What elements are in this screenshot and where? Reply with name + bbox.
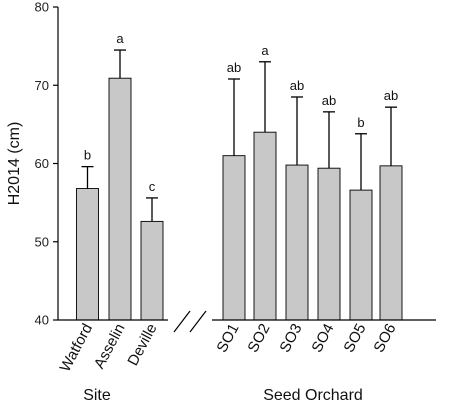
x-tick-label: SO1 <box>213 321 242 355</box>
bar-so1 <box>222 155 246 321</box>
significance-letter: ab <box>227 60 241 75</box>
axis-break-marker <box>173 310 207 333</box>
x-tick-label: Watford <box>57 321 96 375</box>
x-tick-label: SO3 <box>276 321 305 355</box>
bar-so2 <box>253 131 277 321</box>
significance-letter: a <box>261 43 269 58</box>
significance-letter: ab <box>322 93 336 108</box>
bars: b a c ab a ab ab b ab <box>76 31 403 321</box>
x-tick-label: SO6 <box>370 321 399 355</box>
y-tick-label: 70 <box>35 78 49 93</box>
axis-break-slash <box>189 310 207 333</box>
bar-so4 <box>317 167 341 321</box>
significance-letter: b <box>84 148 91 163</box>
significance-letter: b <box>357 115 364 130</box>
y-tick-label: 60 <box>35 156 49 171</box>
y-axis-label: H2014 (cm) <box>6 122 23 206</box>
significance-letter: ab <box>290 78 304 93</box>
significance-letter: ab <box>384 88 398 103</box>
bar-watford <box>76 188 99 321</box>
bar-so6 <box>379 165 403 321</box>
bar-deville <box>140 220 164 321</box>
axis-break-slash <box>173 310 191 333</box>
bar-asselin <box>108 77 132 321</box>
y-tick-label: 40 <box>35 313 49 328</box>
bar-so3 <box>285 164 309 321</box>
y-tick-label: 50 <box>35 234 49 249</box>
y-axis: 40 50 60 70 80 <box>35 0 59 328</box>
group-label-seed-orchard: Seed Orchard <box>263 387 363 404</box>
x-tick-label: Deville <box>124 321 160 369</box>
group-label-site: Site <box>83 387 111 404</box>
x-tick-label: SO4 <box>308 321 337 355</box>
x-tick-label: SO2 <box>244 321 273 355</box>
bar-so5 <box>349 189 373 321</box>
significance-letter: a <box>116 31 124 46</box>
x-tick-label: SO5 <box>340 321 369 355</box>
y-tick-label: 80 <box>35 0 49 15</box>
significance-letter: c <box>149 179 156 194</box>
x-tick-label: Asselin <box>91 321 129 372</box>
